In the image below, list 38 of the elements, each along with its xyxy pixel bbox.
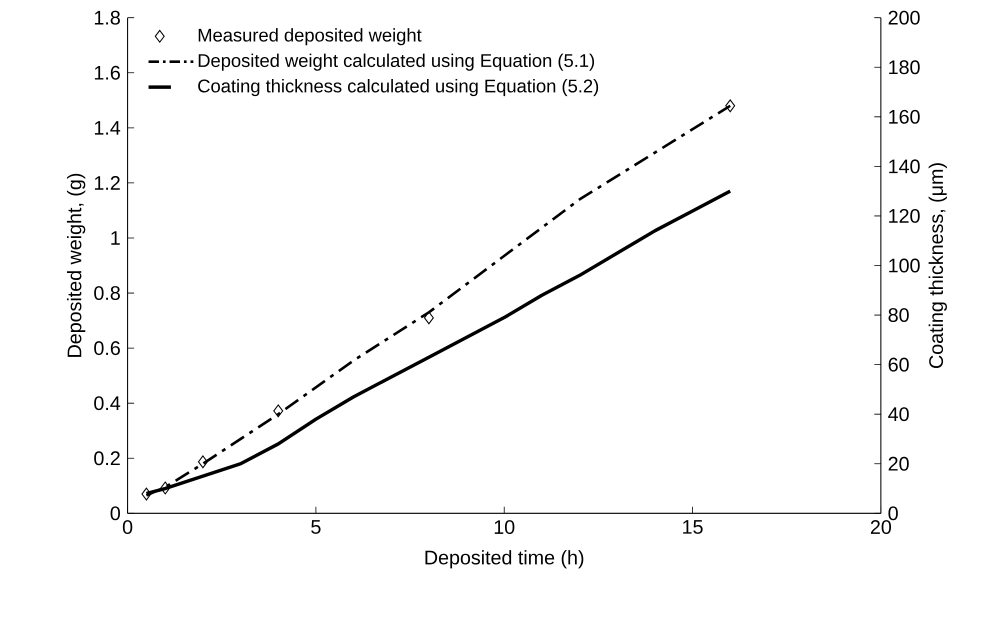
point bbox=[198, 456, 208, 468]
x-tick-label: 0 bbox=[122, 520, 132, 534]
point bbox=[725, 100, 736, 112]
x-tick-label: 20 bbox=[870, 520, 892, 534]
point bbox=[141, 488, 152, 501]
y-tick-label: 0.4 bbox=[94, 396, 120, 410]
y2-tick-label: 20 bbox=[888, 456, 909, 471]
point bbox=[424, 312, 434, 324]
x-tick-label: 10 bbox=[494, 520, 514, 534]
y2-tick-label: 120 bbox=[889, 209, 920, 224]
x-tick-label: 5 bbox=[311, 520, 321, 534]
y-tick-label: 1 bbox=[111, 231, 120, 245]
y2-axis-title: Coating thickness, (μm) bbox=[928, 163, 947, 368]
y2-tick-label: 80 bbox=[888, 308, 909, 322]
y2-tick-label: 180 bbox=[889, 60, 920, 74]
y2-tick-label: 160 bbox=[889, 110, 920, 124]
y2-tick-label: 0 bbox=[888, 506, 898, 520]
y2-tick-label: 200 bbox=[888, 10, 920, 25]
x-axis-title: Deposited time (h) bbox=[425, 550, 584, 569]
y-tick-label: 1.2 bbox=[94, 176, 120, 190]
y2-tick-label: 40 bbox=[888, 407, 909, 422]
y-tick-label: 0.6 bbox=[94, 341, 120, 356]
y-tick-label: 1.6 bbox=[94, 66, 120, 80]
legend-label: Measured deposited weight bbox=[198, 28, 422, 46]
y-tick-label: 1.8 bbox=[94, 10, 120, 25]
legend-label: Coating thickness calculated using Equation (5.2) bbox=[198, 79, 598, 96]
point bbox=[160, 482, 170, 495]
y-tick-label: 1.4 bbox=[94, 121, 120, 135]
y2-tick-label: 140 bbox=[889, 160, 920, 174]
point bbox=[273, 404, 284, 418]
x-tick-label: 15 bbox=[683, 520, 703, 534]
y-axis-title: Deposited weight, (g) bbox=[66, 174, 86, 358]
y2-tick-label: 100 bbox=[889, 258, 920, 273]
y-tick-label: 0.8 bbox=[94, 286, 120, 300]
y-tick-label: 0.2 bbox=[94, 451, 120, 466]
y2-tick-label: 60 bbox=[888, 358, 909, 372]
y-tick-label: 0 bbox=[110, 506, 120, 520]
legend-label: Deposited weight calculated using Equation (5.1) bbox=[198, 54, 594, 71]
